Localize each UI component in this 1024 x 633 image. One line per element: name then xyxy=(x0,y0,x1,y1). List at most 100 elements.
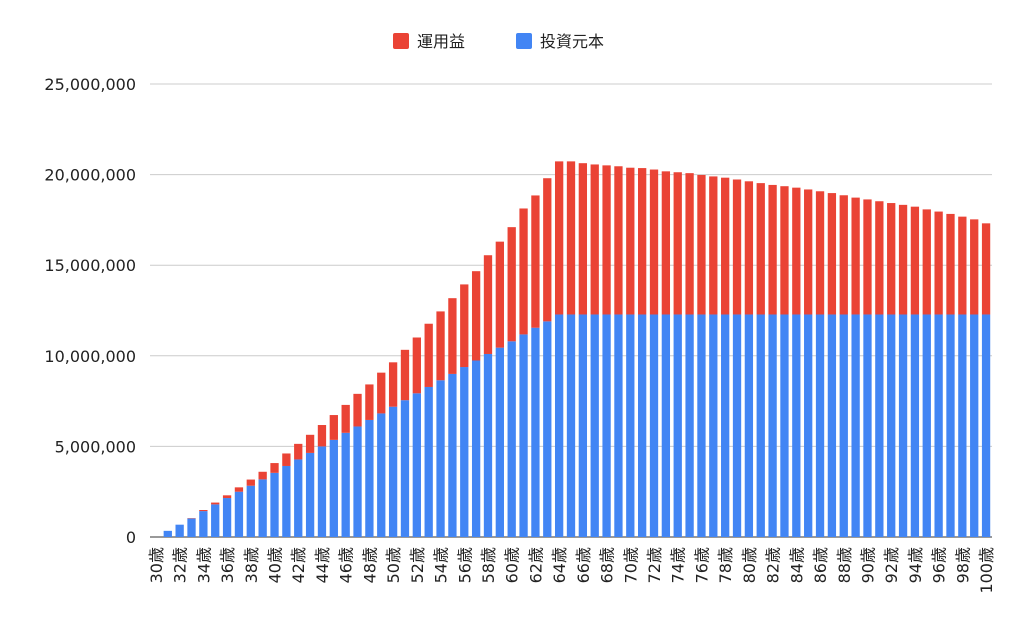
bar-principal[interactable] xyxy=(697,314,706,537)
bar-principal[interactable] xyxy=(709,314,718,537)
bar-returns[interactable] xyxy=(211,502,220,505)
bar-returns[interactable] xyxy=(305,434,315,453)
bar-returns[interactable] xyxy=(815,191,825,315)
bar-returns[interactable] xyxy=(910,206,920,315)
bar-principal[interactable] xyxy=(305,452,315,537)
bar-returns[interactable] xyxy=(590,164,599,315)
bar-principal[interactable] xyxy=(804,314,813,537)
bar-principal[interactable] xyxy=(436,380,445,537)
bar-principal[interactable] xyxy=(887,314,896,537)
bar-returns[interactable] xyxy=(554,161,564,315)
bar-returns[interactable] xyxy=(341,404,350,433)
bar-returns[interactable] xyxy=(863,199,872,315)
bar-principal[interactable] xyxy=(922,314,931,537)
bar-principal[interactable] xyxy=(875,314,884,537)
bar-principal[interactable] xyxy=(163,530,172,537)
bar-principal[interactable] xyxy=(246,485,255,537)
bar-returns[interactable] xyxy=(709,176,718,315)
bar-principal[interactable] xyxy=(732,314,742,537)
bar-returns[interactable] xyxy=(839,195,848,315)
bar-returns[interactable] xyxy=(519,208,528,335)
bar-principal[interactable] xyxy=(602,314,611,537)
bar-returns[interactable] xyxy=(353,393,362,427)
bar-principal[interactable] xyxy=(815,314,825,537)
bar-returns[interactable] xyxy=(626,167,635,315)
bar-returns[interactable] xyxy=(246,479,255,486)
bar-principal[interactable] xyxy=(543,321,552,537)
bar-returns[interactable] xyxy=(685,173,694,315)
bar-principal[interactable] xyxy=(626,314,635,537)
bar-returns[interactable] xyxy=(471,271,481,361)
bar-principal[interactable] xyxy=(531,327,540,537)
bar-returns[interactable] xyxy=(981,223,991,315)
bar-principal[interactable] xyxy=(554,314,564,537)
bar-principal[interactable] xyxy=(863,314,872,537)
bar-returns[interactable] xyxy=(270,463,279,473)
bar-returns[interactable] xyxy=(697,174,706,315)
bar-returns[interactable] xyxy=(827,193,837,315)
bar-returns[interactable] xyxy=(448,298,457,374)
bar-returns[interactable] xyxy=(365,384,374,420)
bar-returns[interactable] xyxy=(199,510,208,512)
bar-principal[interactable] xyxy=(211,504,220,537)
bar-returns[interactable] xyxy=(460,284,469,368)
bar-returns[interactable] xyxy=(578,163,588,315)
bar-principal[interactable] xyxy=(721,314,730,537)
bar-principal[interactable] xyxy=(649,314,659,537)
bar-returns[interactable] xyxy=(222,495,232,499)
bar-returns[interactable] xyxy=(673,172,682,315)
bar-principal[interactable] xyxy=(483,353,493,537)
bar-returns[interactable] xyxy=(732,179,742,315)
bar-returns[interactable] xyxy=(436,311,445,381)
bar-returns[interactable] xyxy=(721,177,730,315)
bar-returns[interactable] xyxy=(543,178,552,322)
bar-principal[interactable] xyxy=(282,465,291,537)
bar-principal[interactable] xyxy=(614,314,623,537)
bar-principal[interactable] xyxy=(673,314,682,537)
bar-principal[interactable] xyxy=(768,314,777,537)
bar-returns[interactable] xyxy=(898,204,908,315)
legend-item-principal[interactable]: 投資元本 xyxy=(516,32,604,51)
bar-principal[interactable] xyxy=(365,419,374,537)
bar-principal[interactable] xyxy=(341,432,350,537)
bar-principal[interactable] xyxy=(199,511,208,537)
bar-principal[interactable] xyxy=(946,314,955,537)
bar-returns[interactable] xyxy=(602,165,611,315)
bar-principal[interactable] xyxy=(377,413,386,537)
bar-returns[interactable] xyxy=(922,209,931,315)
bar-principal[interactable] xyxy=(970,314,979,537)
bar-returns[interactable] xyxy=(946,213,955,315)
bar-returns[interactable] xyxy=(282,453,291,466)
bar-principal[interactable] xyxy=(851,314,860,537)
bar-returns[interactable] xyxy=(329,415,338,440)
bar-principal[interactable] xyxy=(234,491,244,537)
bar-principal[interactable] xyxy=(839,314,848,537)
bar-principal[interactable] xyxy=(258,479,267,537)
bar-returns[interactable] xyxy=(851,197,860,315)
bar-returns[interactable] xyxy=(566,161,576,315)
bar-principal[interactable] xyxy=(222,498,232,537)
bar-principal[interactable] xyxy=(934,314,943,537)
bar-returns[interactable] xyxy=(258,471,267,480)
bar-returns[interactable] xyxy=(400,349,410,401)
bar-principal[interactable] xyxy=(317,446,327,537)
bar-principal[interactable] xyxy=(910,314,920,537)
bar-returns[interactable] xyxy=(934,211,943,315)
bar-principal[interactable] xyxy=(898,314,908,537)
bar-returns[interactable] xyxy=(234,487,244,492)
bar-principal[interactable] xyxy=(780,314,789,537)
bar-principal[interactable] xyxy=(294,459,303,537)
bar-principal[interactable] xyxy=(756,314,765,537)
bar-principal[interactable] xyxy=(448,373,457,537)
bar-principal[interactable] xyxy=(792,314,801,537)
bar-returns[interactable] xyxy=(780,186,789,315)
bar-principal[interactable] xyxy=(460,367,469,537)
bar-returns[interactable] xyxy=(495,241,504,348)
bar-principal[interactable] xyxy=(412,393,421,537)
bar-returns[interactable] xyxy=(507,227,516,342)
bar-principal[interactable] xyxy=(270,472,279,537)
bar-principal[interactable] xyxy=(744,314,754,537)
bar-returns[interactable] xyxy=(483,255,493,354)
bar-returns[interactable] xyxy=(744,181,754,315)
bar-returns[interactable] xyxy=(804,189,813,315)
